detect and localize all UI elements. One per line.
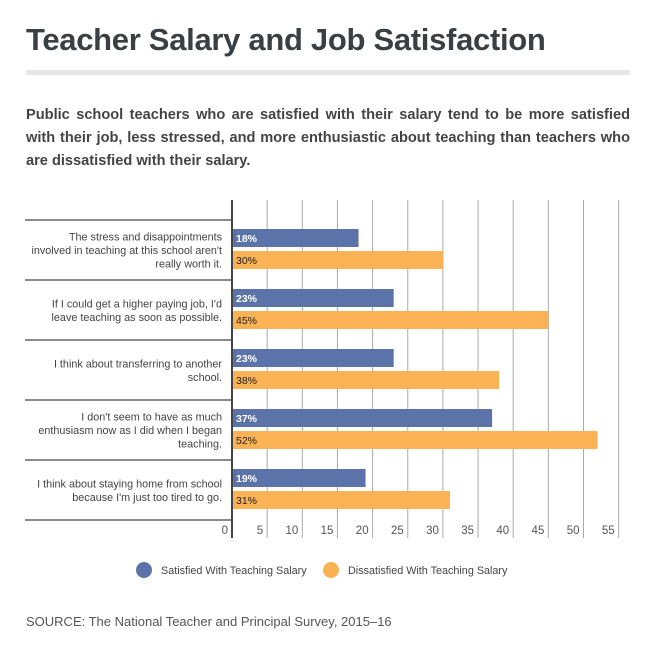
data-label: 45% xyxy=(236,315,257,327)
legend-label: Satisfied With Teaching Salary xyxy=(161,565,307,577)
data-label: 23% xyxy=(236,293,258,305)
bar-dissatisfied xyxy=(233,311,549,329)
bar-satisfied xyxy=(233,229,359,247)
data-label: 38% xyxy=(236,375,257,387)
x-tick-label: 0 xyxy=(222,525,228,537)
source-note: SOURCE: The National Teacher and Princip… xyxy=(26,614,392,629)
bar-satisfied xyxy=(233,349,394,367)
category-label: I think about staying home from school xyxy=(37,478,222,490)
title-divider xyxy=(26,70,630,75)
category-label: really worth it. xyxy=(155,259,222,271)
legend-label: Dissatisfied With Teaching Salary xyxy=(348,565,508,577)
data-label: 52% xyxy=(236,435,257,447)
x-tick-label: 55 xyxy=(602,525,615,537)
x-tick-label: 15 xyxy=(321,525,334,537)
page-title: Teacher Salary and Job Satisfaction xyxy=(26,22,546,57)
data-label: 18% xyxy=(236,233,258,245)
x-tick-label: 35 xyxy=(461,525,474,537)
category-label: The stress and disappointments xyxy=(69,232,223,244)
category-label: teaching. xyxy=(178,439,222,451)
subtitle: Public school teachers who are satisfied… xyxy=(26,107,630,169)
x-tick-label: 45 xyxy=(532,525,545,537)
data-label: 19% xyxy=(236,473,258,485)
bar-satisfied xyxy=(233,289,394,307)
data-label: 23% xyxy=(236,353,258,365)
x-tick-label: 50 xyxy=(567,525,580,537)
category-label: involved in teaching at this school aren… xyxy=(31,245,222,257)
x-tick-label: 30 xyxy=(426,525,439,537)
category-label: If I could get a higher paying job, I'd xyxy=(52,298,222,310)
category-label: enthusiasm now as I did when I began xyxy=(38,425,222,437)
category-label: I think about transferring to another xyxy=(54,358,222,370)
data-label: 37% xyxy=(236,413,258,425)
data-label: 31% xyxy=(236,495,257,507)
data-label: 30% xyxy=(236,255,257,267)
bar-satisfied xyxy=(233,469,366,487)
x-tick-label: 10 xyxy=(286,525,299,537)
legend-marker xyxy=(136,562,152,578)
bar-dissatisfied xyxy=(233,491,450,509)
category-label: leave teaching as soon as possible. xyxy=(52,312,222,324)
category-label: school. xyxy=(188,372,222,384)
bar-satisfied xyxy=(233,409,493,427)
x-tick-label: 25 xyxy=(391,525,404,537)
x-tick-label: 20 xyxy=(356,525,369,537)
legend-marker xyxy=(323,562,339,578)
category-label: because I'm just too tired to go. xyxy=(72,492,222,504)
x-tick-label: 40 xyxy=(496,525,509,537)
bar-dissatisfied xyxy=(233,431,598,449)
bar-dissatisfied xyxy=(233,251,443,269)
category-label: I don't seem to have as much xyxy=(81,412,222,424)
bar-dissatisfied xyxy=(233,371,500,389)
x-tick-label: 5 xyxy=(257,525,263,537)
